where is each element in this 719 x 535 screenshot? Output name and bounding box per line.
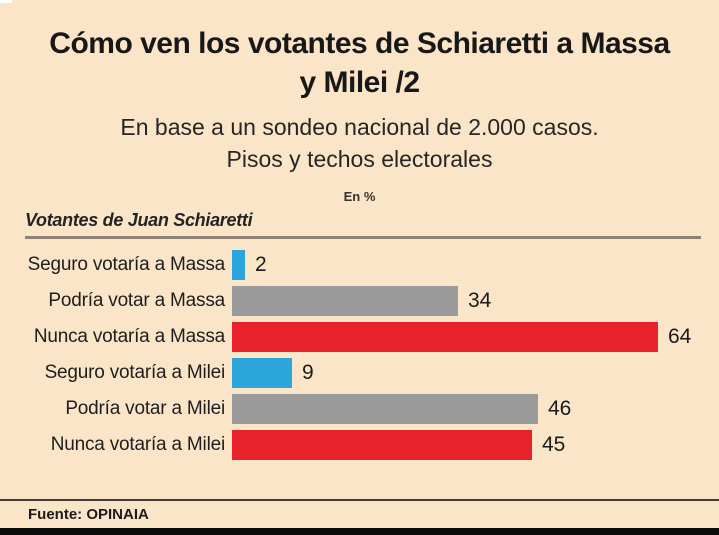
bar-value: 45 xyxy=(542,433,566,456)
chart-row: Nunca votaría a Milei 45 xyxy=(0,427,719,463)
subtitle-line-1: En base a un sondeo nacional de 2.000 ca… xyxy=(120,114,599,140)
bar-track: 9 xyxy=(232,358,719,388)
bar-track: 2 xyxy=(232,250,719,280)
subtitle-line-2: Pisos y techos electorales xyxy=(226,146,493,172)
bar-label: Podría votar a Milei xyxy=(65,398,225,419)
bar-label: Seguro votaría a Milei xyxy=(44,362,226,383)
bar-value: 2 xyxy=(255,253,267,276)
corner-artifact xyxy=(0,0,12,3)
page-subtitle: En base a un sondeo nacional de 2.000 ca… xyxy=(0,111,719,175)
bar-label: Nunca votaría a Massa xyxy=(33,326,225,347)
section-label: Votantes de Juan Schiaretti xyxy=(25,210,253,230)
bar-label: Podría votar a Massa xyxy=(48,290,225,311)
bar-label: Seguro votaría a Massa xyxy=(27,254,226,275)
chart-row: Seguro votaría a Milei 9 xyxy=(0,355,719,391)
bar xyxy=(232,430,532,460)
section-rule xyxy=(25,236,701,239)
bar-label: Nunca votaría a Milei xyxy=(50,434,225,455)
source-label: Fuente: OPINAIA xyxy=(28,506,149,523)
bar xyxy=(232,250,245,280)
bar-value: 64 xyxy=(668,325,692,348)
bar-track: 64 xyxy=(232,322,719,352)
chart-row: Podría votar a Massa 34 xyxy=(0,283,719,319)
chart-row: Nunca votaría a Massa 64 xyxy=(0,319,719,355)
bar-value: 46 xyxy=(548,397,572,420)
bar xyxy=(232,286,458,316)
chart-row: Seguro votaría a Massa 2 xyxy=(0,247,719,283)
bar xyxy=(232,394,538,424)
chart-row: Podría votar a Milei 46 xyxy=(0,391,719,427)
bar-chart: Seguro votaría a Massa 2 Podría votar a Ma… xyxy=(0,247,719,463)
bar-value: 34 xyxy=(468,289,492,312)
bottom-strip xyxy=(0,528,719,535)
bar xyxy=(232,358,292,388)
unit-label: En % xyxy=(343,189,376,204)
bar-value: 9 xyxy=(302,361,314,384)
footer-rule xyxy=(0,499,719,501)
page-title: Cómo ven los votantes de Schiaretti a Ma… xyxy=(49,27,670,99)
bar-track: 46 xyxy=(232,394,719,424)
bar xyxy=(232,322,658,352)
bar-track: 34 xyxy=(232,286,719,316)
bar-track: 45 xyxy=(232,430,719,460)
